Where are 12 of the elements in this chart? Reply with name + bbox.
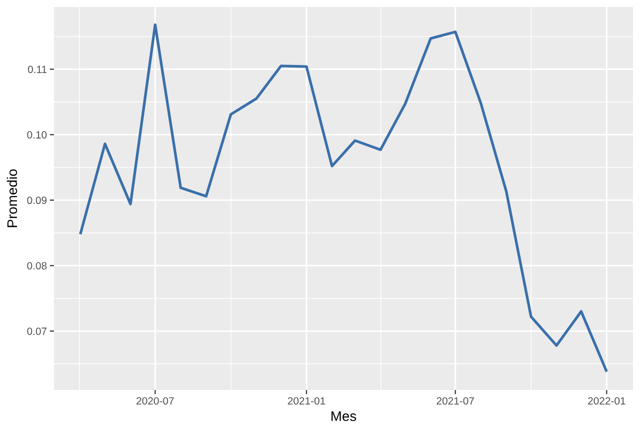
x-tick-label: 2022-01 — [588, 397, 626, 405]
y-tick-label: 0.09 — [27, 196, 47, 204]
x-tick-label: 2020-07 — [136, 397, 174, 405]
y-tick-label: 0.11 — [28, 66, 47, 74]
x-tick-label: 2021-07 — [436, 397, 474, 405]
y-tick-label: 0.08 — [27, 262, 47, 270]
line-series — [79, 23, 608, 373]
x-tick-label: 2021-01 — [288, 397, 326, 405]
y-axis-title: Promedio — [6, 169, 18, 228]
y-tick-label: 0.07 — [27, 328, 47, 335]
x-axis-title: Mes — [332, 411, 356, 422]
y-tick-label: 0.10 — [27, 131, 47, 139]
